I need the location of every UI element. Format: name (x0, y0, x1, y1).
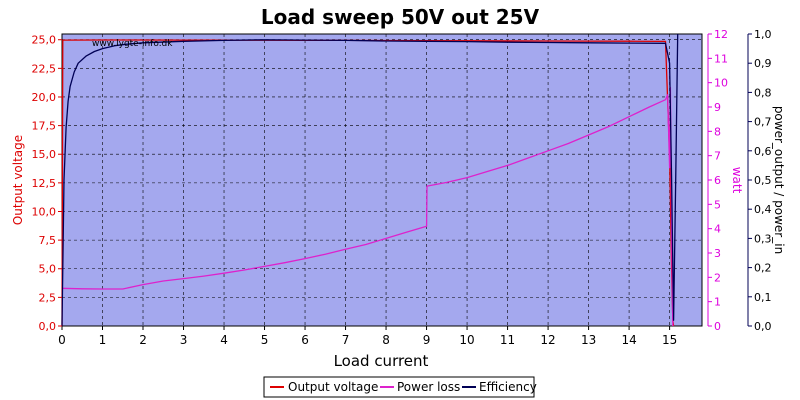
watt-tick-label: 12 (714, 28, 728, 41)
x-grid (61, 34, 670, 326)
x-axis-ticks: 0 1 2 3 4 5 6 7 8 9 10 11 12 13 14 15 (58, 326, 677, 347)
x-axis-label: Load current (334, 352, 429, 370)
series-line-efficiency (61, 33, 679, 327)
left-tick-label: 17,5 (32, 120, 57, 133)
watt-tick-label: 7 (714, 150, 721, 163)
left-tick-label: 0,0 (39, 320, 57, 333)
legend: Output voltage Power loss Efficiency (263, 376, 537, 398)
series-layer (61, 33, 679, 327)
watt-tick-label: 9 (714, 101, 721, 114)
x-tick-label: 14 (621, 333, 636, 347)
x-tick-label: 11 (500, 333, 515, 347)
efficiency-tick-label: 0,3 (754, 232, 772, 245)
watt-tick-label: 5 (714, 198, 721, 211)
x-tick-label: 15 (662, 333, 677, 347)
efficiency-axis-ticks: 0,0 0,1 0,2 0,3 0,4 0,5 0,6 0,7 0,8 0,9 1,0 (748, 28, 772, 333)
left-tick-label: 2,5 (39, 291, 57, 304)
watt-tick-label: 4 (714, 223, 721, 236)
efficiency-axis-label: power_output / power_in (772, 106, 786, 254)
left-tick-label: 22,5 (32, 62, 57, 75)
left-tick-label: 10,0 (32, 205, 57, 218)
x-tick-label: 9 (423, 333, 431, 347)
x-tick-label: 13 (581, 333, 596, 347)
x-tick-label: 10 (459, 333, 474, 347)
left-axis-label: Output voltage (11, 135, 25, 225)
watt-tick-label: 10 (714, 77, 728, 90)
watt-axis-label: watt (730, 167, 744, 194)
efficiency-tick-label: 0,5 (754, 174, 772, 187)
x-tick-label: 4 (220, 333, 228, 347)
watt-tick-label: 1 (714, 296, 721, 309)
efficiency-tick-label: 0,2 (754, 262, 772, 275)
efficiency-tick-label: 0,9 (754, 57, 772, 70)
legend-label-power-loss: Power loss (397, 380, 460, 394)
left-tick-label: 15,0 (32, 148, 57, 161)
left-tick-label: 20,0 (32, 91, 57, 104)
plot-area (61, 33, 703, 327)
efficiency-tick-label: 1,0 (754, 28, 772, 41)
x-tick-label: 5 (261, 333, 269, 347)
watt-tick-label: 3 (714, 247, 721, 260)
series-line-power-loss (61, 86, 674, 327)
x-tick-label: 8 (382, 333, 390, 347)
chart-title: Load sweep 50V out 25V (261, 5, 540, 29)
legend-label-efficiency: Efficiency (479, 380, 537, 394)
watt-tick-label: 11 (714, 52, 728, 65)
watermark: www.lygte-info.dk (92, 39, 173, 49)
left-tick-label: 7,5 (39, 234, 57, 247)
watt-tick-label: 8 (714, 125, 721, 138)
x-tick-label: 12 (540, 333, 555, 347)
watt-tick-label: 0 (714, 320, 721, 333)
watt-tick-label: 2 (714, 271, 721, 284)
x-tick-label: 2 (139, 333, 147, 347)
legend-label-output-voltage: Output voltage (288, 380, 378, 394)
left-tick-label: 5,0 (39, 263, 57, 276)
x-tick-label: 0 (58, 333, 66, 347)
left-tick-label: 12,5 (32, 177, 57, 190)
efficiency-tick-label: 0,1 (754, 291, 772, 304)
efficiency-tick-label: 0,8 (754, 86, 772, 99)
efficiency-tick-label: 0,0 (754, 320, 772, 333)
legend-box (263, 376, 535, 398)
efficiency-tick-label: 0,7 (754, 116, 772, 129)
x-tick-label: 1 (99, 333, 107, 347)
left-axis-ticks: 0,0 2,5 5,0 7,5 10,0 12,5 15,0 17,5 20,0 22,5 25,0 (32, 34, 62, 333)
efficiency-tick-label: 0,4 (754, 203, 772, 216)
watt-tick-label: 6 (714, 174, 721, 187)
efficiency-tick-label: 0,6 (754, 145, 772, 158)
x-tick-label: 6 (301, 333, 309, 347)
x-tick-label: 7 (342, 333, 350, 347)
x-tick-label: 3 (180, 333, 188, 347)
left-tick-label: 25,0 (32, 34, 57, 47)
